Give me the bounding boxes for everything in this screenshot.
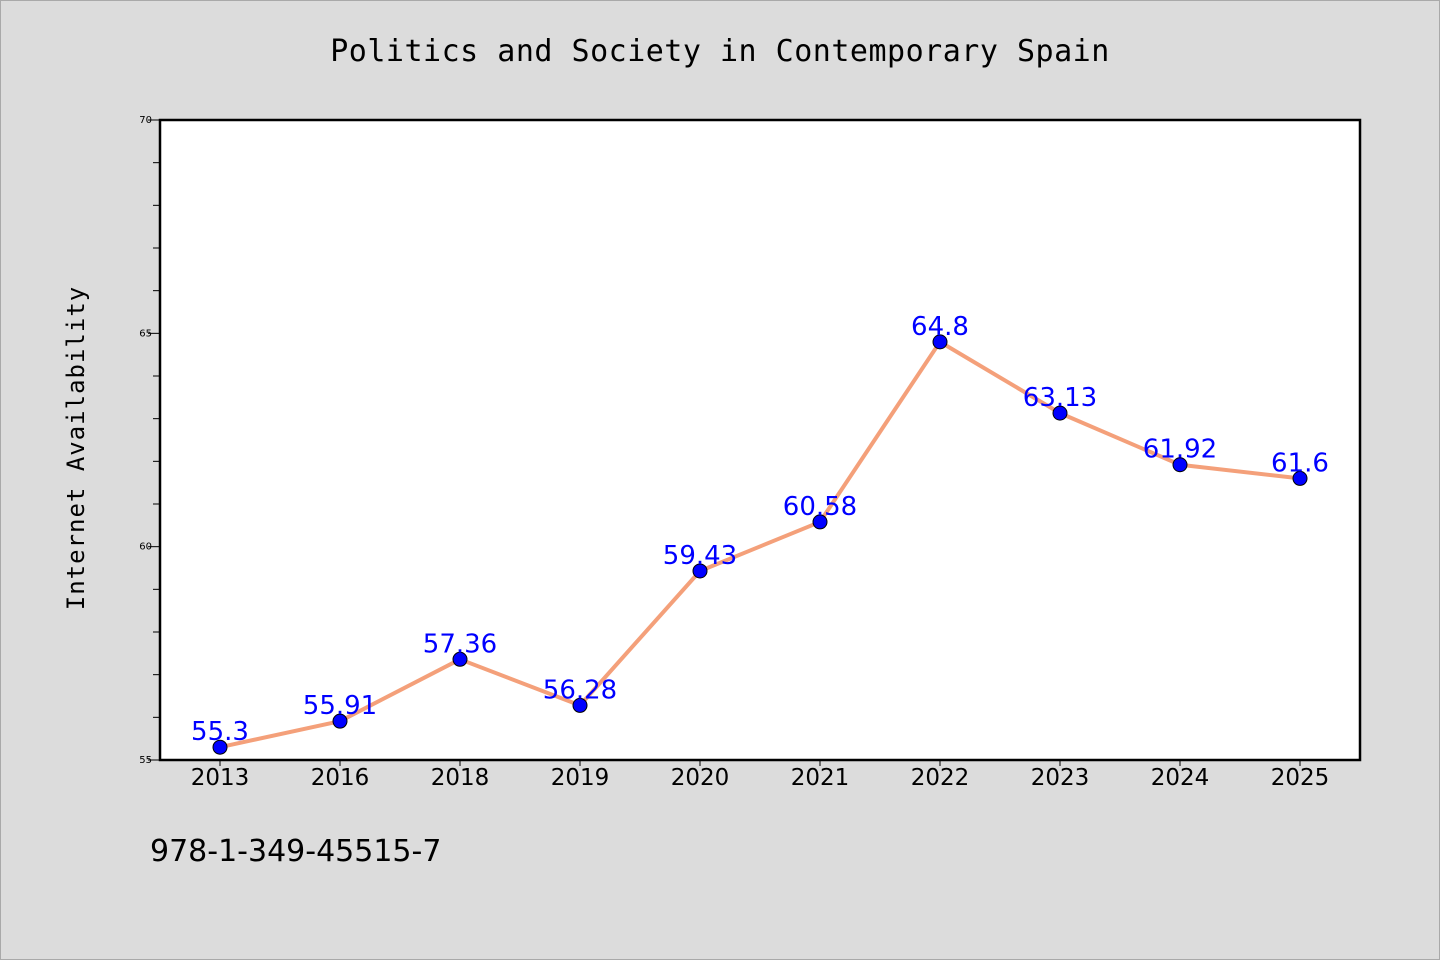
- data-label: 64.8: [911, 312, 969, 342]
- x-tick-label: 2023: [1031, 765, 1090, 791]
- x-tick-label: 2013: [191, 765, 250, 791]
- data-point: [1292, 470, 1308, 486]
- data-label: 63.13: [1023, 383, 1097, 413]
- data-label: 61.92: [1143, 435, 1217, 465]
- data-point: [332, 713, 348, 729]
- plot-border: [158, 118, 1362, 762]
- data-point: [212, 739, 228, 755]
- data-point: [1052, 405, 1068, 421]
- x-tick-label: 2025: [1271, 765, 1330, 791]
- y-axis-label: Internet Availability: [62, 285, 90, 611]
- data-point: [572, 697, 588, 713]
- data-label: 59.43: [663, 541, 737, 571]
- data-point: [812, 514, 828, 530]
- data-label: 56.28: [543, 675, 617, 705]
- data-point: [1172, 457, 1188, 473]
- x-tick-label: 2022: [911, 765, 970, 791]
- data-label: 57.36: [423, 629, 497, 659]
- x-tick-label: 2020: [671, 765, 730, 791]
- isbn-text: 978-1-349-45515-7: [150, 834, 442, 869]
- chart-title: Politics and Society in Contemporary Spa…: [330, 34, 1110, 69]
- data-label: 61.6: [1271, 448, 1329, 478]
- plot-area: [160, 120, 1360, 760]
- x-tick-label: 2018: [431, 765, 490, 791]
- x-tick-label: 2024: [1151, 765, 1210, 791]
- data-point: [932, 334, 948, 350]
- data-label: 60.58: [783, 492, 857, 522]
- x-tick-label: 2016: [311, 765, 370, 791]
- data-label: 55.3: [191, 717, 249, 747]
- y-tick-label: 55: [139, 755, 152, 766]
- x-tick-label: 2021: [791, 765, 850, 791]
- y-tick-label: 70: [139, 115, 152, 126]
- data-label: 55.91: [303, 691, 377, 721]
- x-tick-label: 2019: [551, 765, 610, 791]
- data-point: [692, 563, 708, 579]
- series-line: [218, 339, 1302, 750]
- data-point: [452, 651, 468, 667]
- y-tick-label: 60: [139, 542, 152, 553]
- y-tick-label: 65: [139, 328, 152, 339]
